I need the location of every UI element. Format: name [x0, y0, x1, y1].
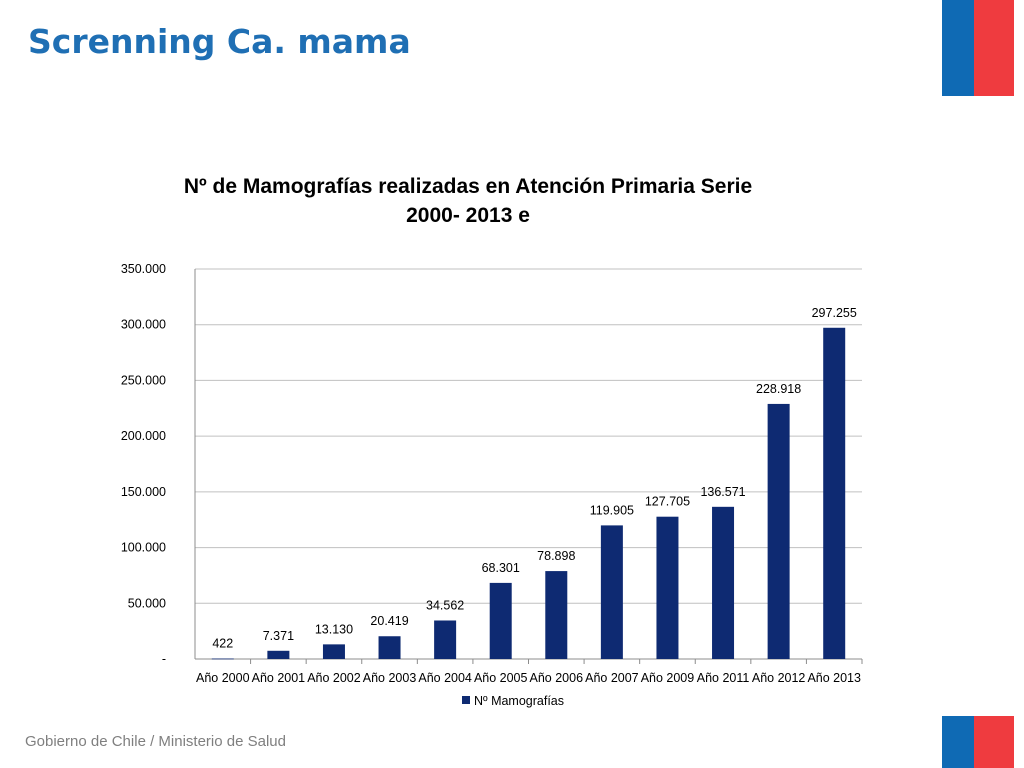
x-tick-label: Año 2013: [807, 671, 861, 685]
bar: [322, 644, 345, 659]
data-label: 20.419: [370, 614, 408, 628]
data-label: 78.898: [537, 549, 575, 563]
bar: [656, 516, 679, 659]
bar: [767, 403, 790, 659]
y-tick-label: 150.000: [121, 485, 166, 499]
x-axis-ticks: Año 2000 Año 2001 Año 2002 Año 2003 Año 2004…: [196, 659, 863, 685]
data-label: 7.371: [263, 629, 294, 643]
data-label: 127.705: [645, 495, 690, 509]
y-tick-label: 100.000: [121, 541, 166, 555]
bar: [211, 658, 234, 660]
data-label: 68.301: [482, 561, 520, 575]
y-tick-label: -: [162, 652, 166, 666]
bar: [489, 582, 512, 659]
data-labels: 422 7.371 13.130 20.419 34.562 68.301 78.898 11…: [212, 306, 856, 651]
y-tick-label: 250.000: [121, 373, 166, 387]
y-tick-label: 300.000: [121, 318, 166, 332]
data-label: 228.918: [756, 382, 801, 396]
chart-title-line-2: 2000- 2013 e: [406, 204, 530, 227]
data-label: 34.562: [426, 598, 464, 612]
x-tick-label: Año 2002: [307, 671, 361, 685]
x-tick-label: Año 2003: [363, 671, 417, 685]
gridlines: [194, 268, 862, 660]
chile-flag-stripe-top: [942, 0, 1014, 96]
flag-blue-stripe: [942, 716, 974, 768]
x-tick-label: Año 2009: [641, 671, 695, 685]
legend-label: Nº Mamografías: [474, 694, 564, 708]
y-tick-label: 50.000: [128, 596, 166, 610]
bar: [600, 525, 623, 659]
x-tick-label: Año 2000: [196, 671, 250, 685]
y-tick-label: 350.000: [121, 262, 166, 276]
data-label: 119.905: [590, 503, 634, 517]
slide-title: Screnning Ca. mama: [28, 22, 411, 61]
footer-text: Gobierno de Chile / Ministerio de Salud: [25, 733, 286, 750]
x-tick-label: Año 2006: [530, 671, 584, 685]
data-label: 422: [212, 637, 233, 651]
bar: [378, 636, 401, 659]
data-label: 136.571: [700, 485, 745, 499]
legend: Nº Mamografías: [462, 694, 564, 708]
x-tick-label: Año 2011: [697, 671, 750, 685]
flag-red-stripe: [974, 716, 1014, 768]
x-tick-label: Año 2004: [418, 671, 472, 685]
legend-swatch: [462, 696, 470, 704]
chile-flag-stripe-bottom: [942, 716, 1014, 768]
data-label: 13.130: [315, 622, 353, 636]
x-tick-label: Año 2001: [252, 671, 306, 685]
chart-title-line-1: Nº de Mamografías realizadas en Atención…: [184, 175, 752, 198]
bar: [545, 571, 568, 659]
x-tick-label: Año 2012: [752, 671, 806, 685]
x-tick-label: Año 2007: [585, 671, 639, 685]
bar: [823, 327, 846, 659]
y-axis-ticks: - 50.000 100.000 150.000 200.000 250.000 300.0…: [121, 262, 166, 666]
flag-blue-stripe: [942, 0, 974, 96]
bars: [211, 327, 846, 660]
bar: [712, 506, 735, 659]
y-tick-label: 200.000: [121, 429, 166, 443]
x-tick-label: Año 2005: [474, 671, 528, 685]
flag-red-stripe: [974, 0, 1014, 96]
bar: [434, 620, 457, 659]
bar: [267, 650, 290, 659]
data-label: 297.255: [812, 306, 857, 320]
